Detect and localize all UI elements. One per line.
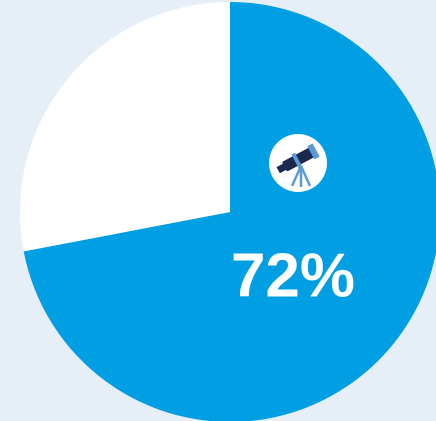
labels: 72% bbox=[231, 241, 355, 310]
value-label: 72% bbox=[231, 241, 355, 310]
telescope-icon bbox=[269, 134, 327, 192]
telescope bbox=[276, 143, 320, 174]
pie bbox=[19, 2, 436, 421]
pie-slice bbox=[19, 2, 231, 252]
pie-slice bbox=[23, 2, 436, 421]
